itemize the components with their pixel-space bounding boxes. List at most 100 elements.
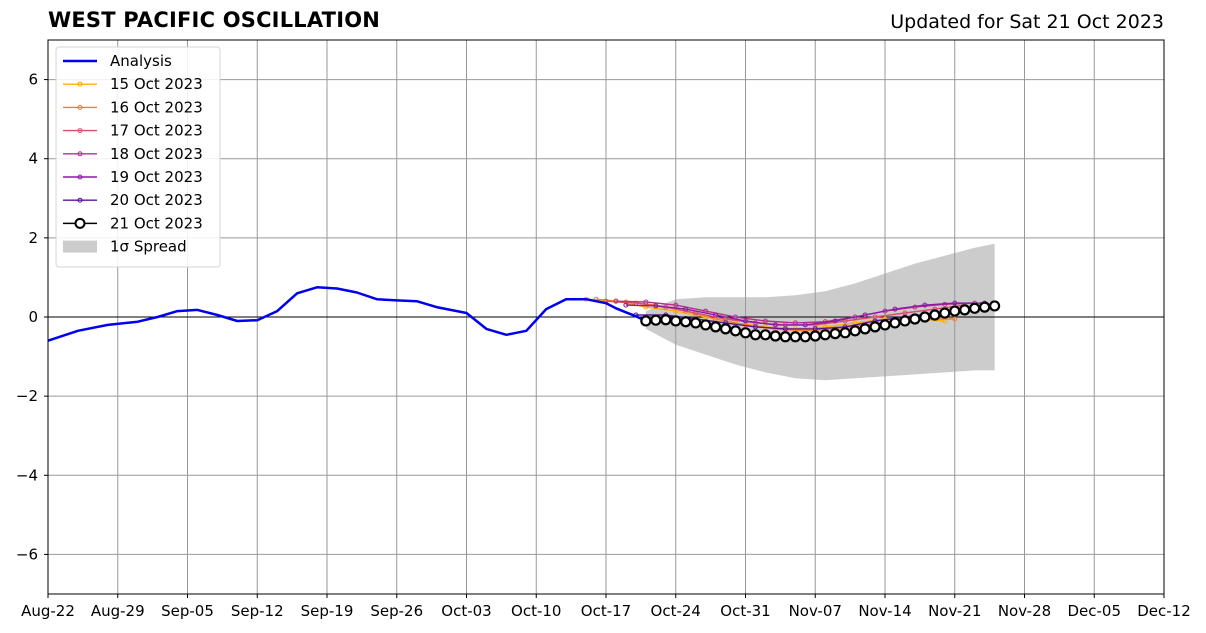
legend-label: 19 Oct 2023 <box>110 168 203 186</box>
latest-forecast-point <box>779 331 791 343</box>
latest-forecast-point <box>919 311 931 323</box>
latest-forecast-point <box>959 304 971 316</box>
latest-forecast-point <box>749 329 762 341</box>
forecast-point <box>772 322 778 328</box>
x-axis-ticks: Aug-22 Aug-29 Sep-05 Sep-12 Sep-19 Sep-26 Oct-… <box>21 594 1191 620</box>
x-tick-label: Oct-24 <box>651 602 701 620</box>
x-tick-label: Oct-10 <box>511 602 561 620</box>
latest-forecast-point <box>719 323 732 335</box>
latest-forecast-point <box>650 314 662 326</box>
latest-forecast-point <box>670 315 682 327</box>
x-tick-label: Oct-03 <box>441 602 491 620</box>
latest-forecast-point <box>809 330 821 342</box>
latest-forecast-point <box>739 327 752 339</box>
forecast-point <box>892 306 898 312</box>
forecast-point <box>743 318 748 324</box>
forecast-point <box>643 299 649 305</box>
legend-label: 17 Oct 2023 <box>110 122 203 140</box>
legend-forecast-marker <box>77 128 83 134</box>
y-tick-label: 4 <box>28 150 38 168</box>
latest-forecast-point <box>949 305 961 317</box>
y-tick-label: −4 <box>16 466 38 484</box>
chart-title: WEST PACIFIC OSCILLATION <box>48 8 381 32</box>
latest-forecast-point <box>989 300 1001 312</box>
forecast-point <box>673 302 679 308</box>
latest-forecast-point <box>819 329 831 341</box>
y-tick-label: −2 <box>16 387 38 405</box>
forecast-point <box>613 298 619 304</box>
x-tick-label: Nov-07 <box>789 602 842 620</box>
latest-forecast-point <box>839 327 851 339</box>
forecast-point <box>952 300 958 306</box>
legend: Analysis 15 Oct 2023 16 Oct 2023 17 Oct 202… <box>55 46 221 268</box>
latest-forecast-point <box>759 329 772 341</box>
x-tick-label: Oct-17 <box>581 602 631 620</box>
forecast-point <box>952 316 958 322</box>
legend-forecast-marker <box>77 197 83 203</box>
x-tick-label: Nov-28 <box>998 602 1051 620</box>
latest-forecast-point <box>700 319 712 331</box>
latest-forecast-point <box>789 331 801 343</box>
latest-forecast-point <box>979 301 991 313</box>
forecast-point <box>752 324 758 330</box>
forecast-point <box>782 326 788 332</box>
latest-forecast-point <box>929 309 941 321</box>
forecast-point <box>713 312 719 318</box>
legend-forecast-marker <box>77 174 83 180</box>
latest-forecast-point <box>640 315 652 327</box>
latest-forecast-point <box>729 325 742 337</box>
forecast-point <box>922 302 928 308</box>
x-tick-label: Aug-22 <box>21 602 75 620</box>
x-tick-label: Nov-14 <box>858 602 911 620</box>
latest-forecast-point <box>939 307 951 319</box>
analysis-line <box>47 286 647 342</box>
legend-spread-swatch <box>63 240 97 253</box>
latest-forecast-point <box>710 321 722 333</box>
legend-label: 18 Oct 2023 <box>110 145 203 163</box>
legend-box <box>55 46 221 268</box>
forecast-point <box>683 306 689 312</box>
legend-label: 20 Oct 2023 <box>110 191 203 209</box>
x-tick-label: Aug-29 <box>91 602 145 620</box>
latest-forecast-point <box>829 328 841 340</box>
x-tick-label: Sep-12 <box>231 602 284 620</box>
x-tick-label: Sep-19 <box>301 602 354 620</box>
x-tick-label: Sep-26 <box>370 602 423 620</box>
legend-latest-marker <box>74 217 86 229</box>
latest-forecast-point <box>690 317 702 329</box>
spread-band <box>645 243 995 381</box>
latest-forecast-point <box>909 313 921 325</box>
latest-forecast-point <box>680 316 692 328</box>
legend-forecast-marker <box>77 81 83 87</box>
y-tick-label: 2 <box>28 229 38 247</box>
latest-forecast-point <box>769 330 781 342</box>
latest-forecast-point <box>799 331 811 343</box>
legend-label: 21 Oct 2023 <box>110 214 203 232</box>
latest-forecast-point <box>869 321 881 333</box>
latest-forecast-point <box>849 325 861 337</box>
y-tick-label: −6 <box>16 545 38 563</box>
latest-forecast-point <box>879 319 891 331</box>
updated-date-label: Updated for Sat 21 Oct 2023 <box>890 11 1164 33</box>
legend-label: Analysis <box>110 52 172 70</box>
forecast-point <box>653 303 659 309</box>
y-tick-label: 6 <box>28 71 38 89</box>
legend-label: 1σ Spread <box>110 238 187 256</box>
y-axis-ticks: −6 −4 −2 0 2 4 6 <box>16 71 48 563</box>
latest-forecast-point <box>889 317 901 329</box>
forecast-point <box>623 302 629 308</box>
legend-label: 15 Oct 2023 <box>110 75 203 93</box>
latest-forecast-point <box>969 302 981 314</box>
forecast-line <box>625 302 985 326</box>
forecast-point <box>832 318 838 324</box>
x-tick-label: Dec-05 <box>1067 602 1121 620</box>
legend-label: 16 Oct 2023 <box>110 98 203 116</box>
latest-forecast-point <box>660 314 672 326</box>
y-tick-label: 0 <box>28 308 38 326</box>
x-tick-label: Sep-05 <box>161 602 214 620</box>
latest-forecast-point <box>859 323 871 335</box>
latest-forecast-point <box>899 315 911 327</box>
forecast-point <box>862 312 868 318</box>
x-tick-label: Nov-21 <box>928 602 981 620</box>
